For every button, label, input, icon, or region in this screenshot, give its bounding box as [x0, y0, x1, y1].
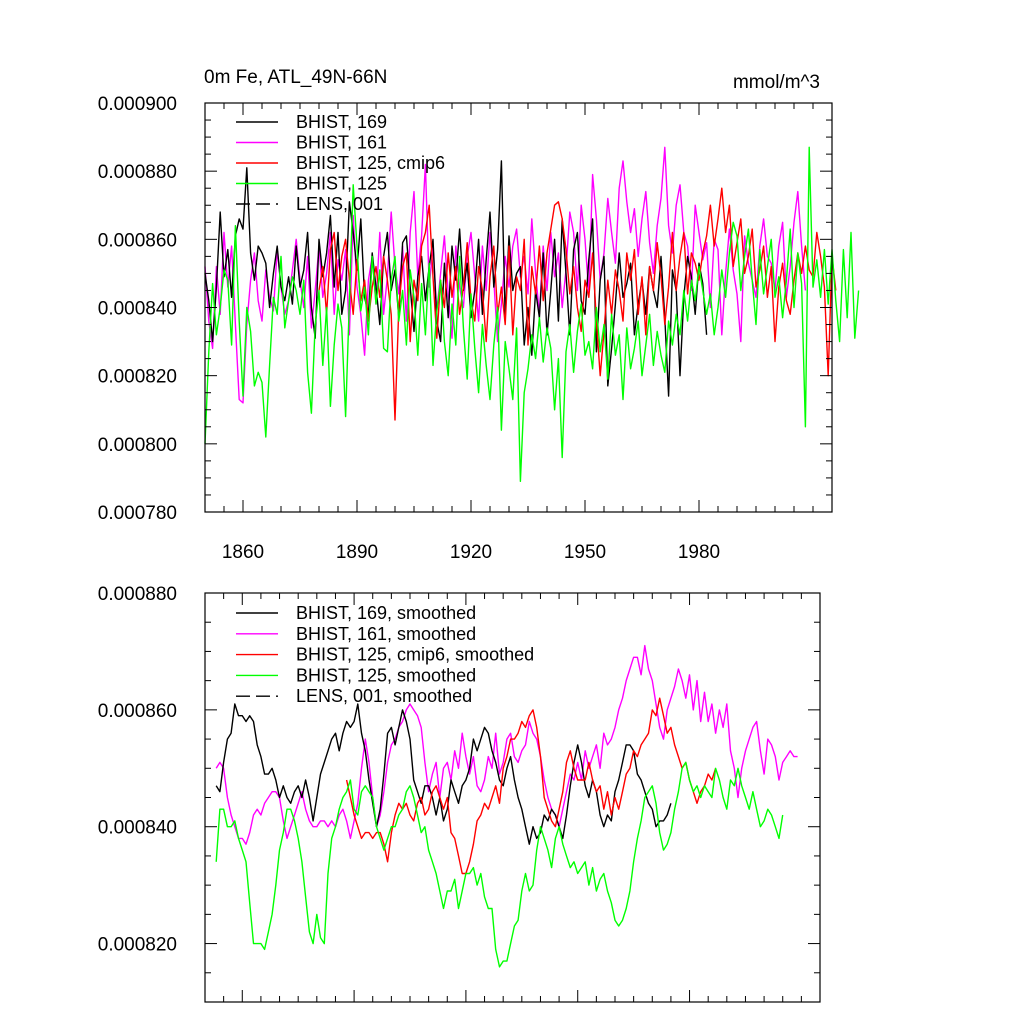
raw-y-tick-label-0: 0.000780 [98, 503, 177, 524]
smoothed-legend-label-1: BHIST, 161, smoothed [296, 624, 476, 644]
smoothed-series-bhist-125-smoothed [215, 761, 784, 968]
smoothed-y-tick-label-1: 0.000840 [98, 818, 177, 839]
raw-plot-panel: 1860 1890 1920 1950 1980 0.000780 0.000800 0.00… [98, 94, 860, 563]
raw-y-tick-label-1: 0.000800 [98, 435, 177, 456]
smoothed-legend-label-0: BHIST, 169, smoothed [296, 603, 476, 623]
raw-legend-label-1: BHIST, 161 [296, 133, 387, 153]
units-label: mmol/m^3 [733, 72, 820, 93]
raw-x-tick-label-1980: 1980 [678, 542, 720, 563]
raw-series-bhist-125 [204, 146, 860, 482]
smoothed-y-tick-label-0: 0.000820 [98, 935, 177, 956]
raw-legend-label-4: LENS, 001 [296, 194, 383, 214]
raw-y-tick-label-6: 0.000900 [98, 94, 177, 115]
raw-series-bhist-161 [204, 146, 807, 404]
raw-series-bhist-125-cmip6 [318, 187, 837, 421]
raw-x-tick-label-1890: 1890 [336, 542, 378, 563]
smoothed-legend-label-4: LENS, 001, smoothed [296, 686, 472, 706]
smoothed-legend-label-3: BHIST, 125, smoothed [296, 665, 476, 685]
smoothed-series-bhist-125-cmip6-smoothed [345, 697, 717, 875]
raw-legend-label-0: BHIST, 169 [296, 112, 387, 132]
raw-series-bhist-169 [204, 160, 708, 397]
smoothed-y-tick-label-3: 0.000880 [98, 584, 177, 605]
raw-y-tick-label-5: 0.000880 [98, 162, 177, 183]
raw-y-tick-label-4: 0.000860 [98, 230, 177, 251]
raw-x-tick-label-1860: 1860 [222, 542, 264, 563]
smoothed-legend-label-2: BHIST, 125, cmip6, smoothed [296, 645, 534, 665]
smoothed-series-bhist-161-smoothed [215, 644, 798, 845]
raw-legend-label-3: BHIST, 125 [296, 174, 387, 194]
smoothed-plot-panel: 0.000820 0.000840 0.000860 0.000880 BHIST, 1… [98, 584, 821, 1003]
raw-x-tick-label-1950: 1950 [564, 542, 606, 563]
figure-title: 0m Fe, ATL_49N-66N [204, 67, 387, 88]
raw-y-tick-label-3: 0.000840 [98, 299, 177, 320]
raw-legend-label-2: BHIST, 125, cmip6 [296, 153, 445, 173]
smoothed-y-tick-label-2: 0.000860 [98, 701, 177, 722]
raw-y-tick-label-2: 0.000820 [98, 367, 177, 388]
raw-x-tick-label-1920: 1920 [450, 542, 492, 563]
